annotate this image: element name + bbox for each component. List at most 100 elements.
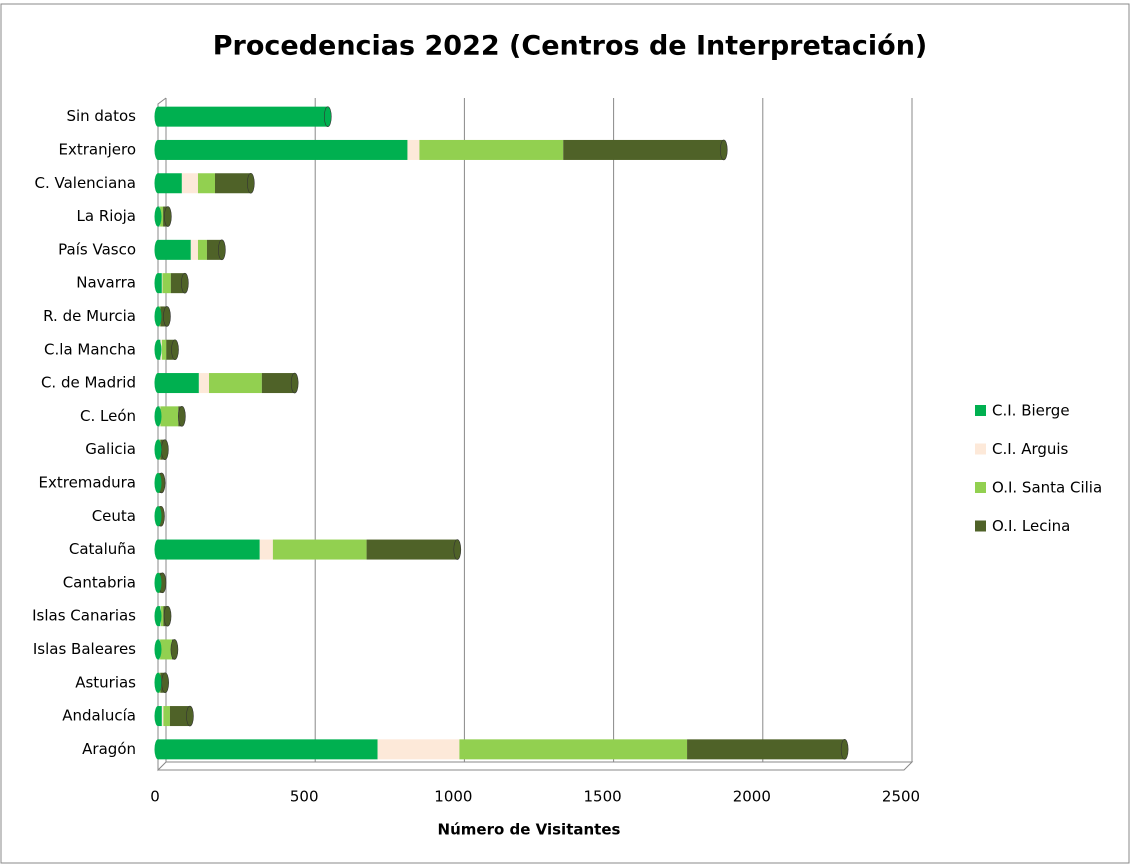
bar-segment bbox=[459, 739, 688, 760]
bar-segment bbox=[163, 706, 170, 727]
bar-cap bbox=[323, 106, 332, 127]
bar-base bbox=[154, 739, 162, 760]
bar-base bbox=[154, 472, 162, 493]
bar-segment bbox=[407, 139, 420, 160]
bar-segment bbox=[169, 706, 190, 727]
bar-segment bbox=[563, 139, 724, 160]
y-tick-label: C. León bbox=[80, 407, 136, 425]
bar-segment bbox=[161, 273, 163, 294]
legend-label: C.I. Bierge bbox=[992, 402, 1070, 420]
y-tick-label: Islas Canarias bbox=[32, 607, 136, 625]
bar-cap bbox=[161, 672, 169, 694]
y-tick-label: Aragón bbox=[82, 740, 136, 758]
y-tick-label: Navarra bbox=[76, 274, 136, 292]
bar-base bbox=[154, 306, 162, 327]
bar-base bbox=[154, 506, 162, 527]
y-tick-label: Extranjero bbox=[58, 140, 136, 158]
bar-segment bbox=[158, 539, 260, 560]
y-tick-label: País Vasco bbox=[58, 240, 136, 258]
bar-base bbox=[154, 339, 162, 360]
bar-segment bbox=[158, 173, 182, 194]
x-tick-label: 1500 bbox=[584, 788, 622, 806]
bar-segment bbox=[214, 173, 251, 194]
x-axis-label: Número de Visitantes bbox=[438, 821, 621, 839]
bar-segment bbox=[160, 606, 164, 627]
x-tick-label: 2500 bbox=[882, 788, 920, 806]
legend-swatch bbox=[975, 443, 986, 455]
chart-title: Procedencias 2022 (Centros de Interpreta… bbox=[213, 31, 928, 62]
bar-segment bbox=[197, 239, 207, 260]
y-tick-label: Extremadura bbox=[39, 473, 137, 491]
bar-segment bbox=[272, 539, 367, 560]
y-tick-label: C. de Madrid bbox=[41, 374, 136, 392]
bar-base bbox=[154, 572, 162, 593]
y-tick-label: Andalucía bbox=[62, 707, 136, 725]
y-tick-label: Islas Baleares bbox=[33, 640, 136, 658]
bar-cap bbox=[290, 372, 299, 394]
bar-base bbox=[154, 406, 162, 427]
bar-segment bbox=[198, 373, 210, 394]
bar-cap bbox=[163, 306, 171, 327]
bar-base bbox=[154, 672, 162, 693]
bar-segment bbox=[160, 639, 173, 660]
bar-base bbox=[154, 373, 162, 394]
x-tick-label: 500 bbox=[290, 788, 319, 806]
bar-base bbox=[154, 139, 162, 160]
bar-segment bbox=[197, 173, 215, 194]
legend-swatch bbox=[975, 520, 986, 532]
x-tick-label: 1000 bbox=[434, 788, 472, 806]
y-tick-label: R. de Murcia bbox=[43, 307, 136, 325]
bar-segment bbox=[181, 173, 198, 194]
bar-cap bbox=[247, 172, 255, 194]
bar-base bbox=[154, 439, 162, 460]
y-tick-label: C. Valenciana bbox=[34, 174, 136, 192]
bar-segment bbox=[158, 739, 378, 760]
legend-label: C.I. Arguis bbox=[992, 440, 1069, 458]
bar-base bbox=[154, 639, 162, 660]
bar-base bbox=[154, 173, 162, 194]
bar-base bbox=[154, 239, 162, 260]
legend-swatch bbox=[975, 482, 986, 493]
bar-segment bbox=[161, 339, 167, 360]
bar-cap bbox=[719, 139, 728, 161]
bar-cap bbox=[218, 239, 226, 261]
y-tick-label: Ceuta bbox=[92, 507, 136, 525]
bar-segment bbox=[419, 139, 564, 160]
y-tick-label: La Rioja bbox=[77, 207, 136, 225]
y-tick-label: Cantabria bbox=[63, 573, 136, 591]
bar-segment bbox=[209, 373, 262, 394]
y-tick-label: Sin datos bbox=[66, 107, 136, 125]
bar-segment bbox=[190, 239, 198, 260]
bar-base bbox=[154, 706, 162, 727]
floor bbox=[158, 761, 914, 771]
bar-segment bbox=[366, 539, 458, 560]
bar-segment bbox=[259, 539, 273, 560]
bar-segment bbox=[158, 373, 199, 394]
bar-base bbox=[154, 206, 162, 227]
chart-border bbox=[0, 3, 1130, 864]
bar-cap bbox=[186, 705, 194, 727]
x-tick-label: 2000 bbox=[733, 788, 771, 806]
bar-cap bbox=[163, 605, 172, 627]
bar-segment bbox=[160, 406, 179, 427]
bar-base bbox=[154, 106, 162, 127]
bar-segment bbox=[162, 273, 171, 294]
bar-segment bbox=[170, 273, 185, 294]
bar-base bbox=[154, 539, 162, 560]
bar-segment bbox=[261, 373, 295, 394]
bar-cap bbox=[170, 639, 179, 660]
bar-cap bbox=[453, 539, 462, 560]
bar-cap bbox=[181, 272, 189, 294]
bar-segment bbox=[160, 206, 164, 227]
bar-segment bbox=[206, 239, 222, 260]
bar-segment bbox=[377, 739, 460, 760]
y-tick-label: C.la Mancha bbox=[44, 340, 136, 358]
legend-label: O.I. Lecina bbox=[992, 517, 1070, 535]
bar-segment bbox=[161, 706, 164, 727]
bar-cap bbox=[840, 739, 849, 760]
bar-cap bbox=[161, 439, 169, 460]
y-tick-label: Asturias bbox=[75, 673, 136, 691]
bar-base bbox=[154, 606, 162, 627]
bar-base bbox=[154, 273, 162, 294]
